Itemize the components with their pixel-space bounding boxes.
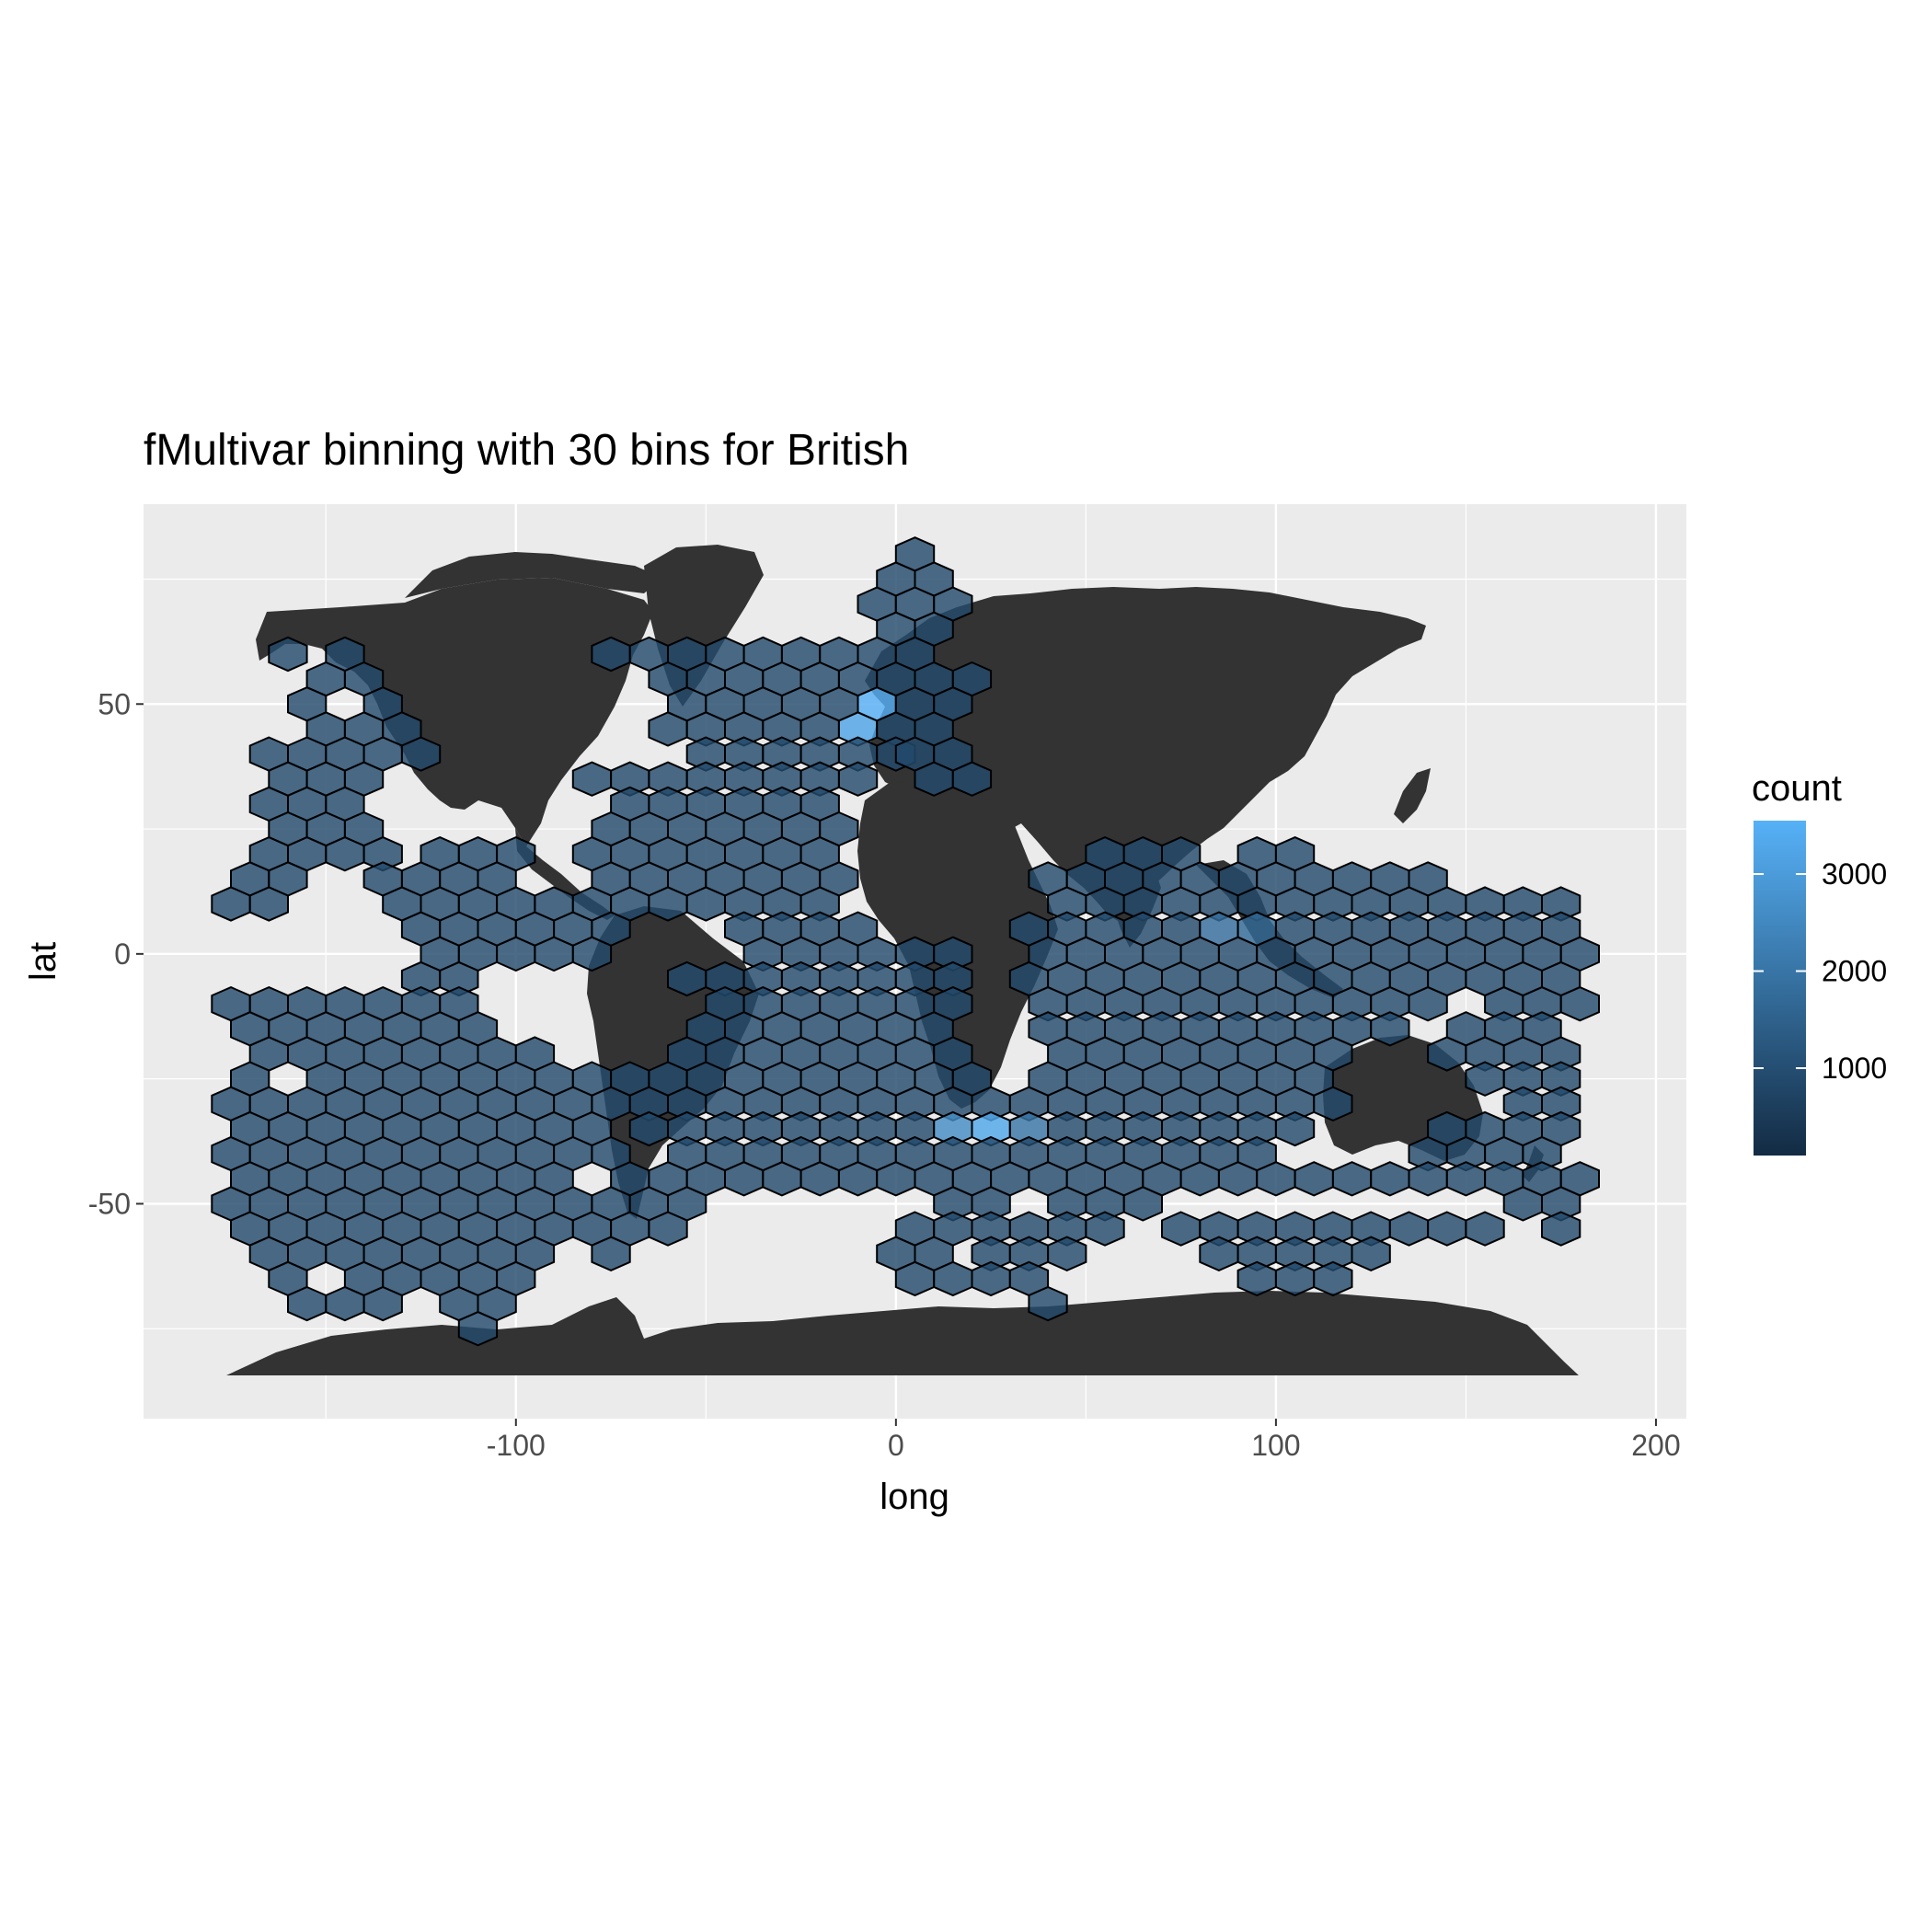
- hex-bin: [1559, 986, 1600, 1022]
- hex-bin: [1445, 1161, 1487, 1197]
- land-arctic-islands: [405, 552, 662, 598]
- hex-bin: [1179, 1161, 1220, 1197]
- hex-bin: [211, 886, 251, 922]
- hex-bin: [1502, 1186, 1543, 1222]
- hex-bin: [1047, 1236, 1087, 1271]
- hex-bin: [591, 636, 631, 673]
- hex-bin: [1388, 1211, 1430, 1247]
- legend-ticks: 1000 2000 3000: [1754, 857, 1887, 1085]
- hex-bin: [1408, 1161, 1448, 1197]
- hex-bin: [971, 1260, 1011, 1297]
- hex-bin: [1274, 1260, 1316, 1297]
- hex-bin: [1351, 1236, 1391, 1271]
- legend-colorbar: [1754, 821, 1806, 1156]
- hex-bin: [837, 761, 879, 797]
- x-tick-label: -100: [487, 1429, 546, 1462]
- hex-bin: [1313, 1260, 1353, 1297]
- hex-bin: [799, 1161, 840, 1197]
- hex-bin: [1256, 1161, 1296, 1197]
- hex-bin: [685, 886, 726, 922]
- legend-tick-label: 2000: [1822, 955, 1887, 988]
- hex-bin: [1465, 1061, 1505, 1097]
- color-legend: count 1000 2000 3000: [1752, 768, 1887, 1156]
- hex-bin: [1028, 1285, 1068, 1322]
- x-axis-title: long: [880, 1477, 949, 1517]
- hex-bin: [648, 1211, 688, 1247]
- hex-bin: [571, 761, 613, 797]
- hex-bin: [325, 836, 365, 872]
- hex-bin: [1427, 1211, 1467, 1247]
- y-tick-label: -50: [88, 1187, 131, 1220]
- x-tick-label: 0: [888, 1429, 904, 1462]
- hex-bin: [1313, 1086, 1353, 1121]
- hex-bin: [1465, 1211, 1505, 1247]
- land-europe-asia: [865, 587, 1426, 925]
- hex-bin: [1236, 1260, 1277, 1297]
- hex-bin: [1541, 1211, 1581, 1247]
- hex-bin: [1294, 1161, 1334, 1197]
- hex-bin: [1085, 1211, 1125, 1247]
- hex-bin: [628, 1110, 669, 1147]
- hex-bin: [591, 1236, 631, 1271]
- land-antarctica: [226, 1291, 1579, 1375]
- hex-bin: [1427, 1036, 1467, 1072]
- hex-bin: [648, 886, 688, 922]
- hex-bin: [724, 1161, 765, 1197]
- land-japan: [1394, 768, 1431, 823]
- hex-bin: [951, 761, 993, 797]
- x-tick-label: 200: [1631, 1429, 1680, 1462]
- hex-bin: [1161, 1211, 1202, 1247]
- y-tick-label: 50: [98, 687, 131, 720]
- hex-bin: [248, 886, 289, 922]
- y-tick-label: 0: [114, 937, 131, 971]
- hex-bin: [362, 1285, 403, 1322]
- hex-bin: [648, 711, 688, 747]
- x-tick-label: 100: [1251, 1429, 1300, 1462]
- hex-bin: [534, 936, 574, 972]
- hex-bin: [325, 1285, 365, 1322]
- y-axis-ticks: -50 0 50: [88, 687, 144, 1220]
- hex-bin: [876, 1161, 916, 1197]
- chart-title: fMultivar binning with 30 bins for Briti…: [144, 426, 909, 475]
- y-axis-title: lat: [23, 942, 63, 981]
- legend-title: count: [1752, 768, 1842, 809]
- hex-bin: [914, 761, 954, 797]
- x-axis-ticks: -100 0 100 200: [487, 1419, 1681, 1462]
- hex-bin: [400, 736, 442, 772]
- hex-bin: [933, 1260, 973, 1297]
- hex-bin: [837, 1161, 879, 1197]
- hex-bin: [571, 936, 613, 972]
- legend-tick-label: 3000: [1822, 857, 1887, 891]
- hex-bin: [1370, 1161, 1410, 1197]
- hex-bin: [1370, 1011, 1410, 1047]
- hex-bin: [1274, 1110, 1316, 1147]
- hex-bin: [457, 1311, 499, 1347]
- hex-bin: [1408, 986, 1448, 1022]
- hex-bin: [667, 960, 707, 997]
- hex-bin: [287, 1285, 328, 1322]
- hex-bin: [496, 936, 536, 972]
- hex-bin: [1199, 1236, 1239, 1271]
- hex-bin: [1217, 1161, 1259, 1197]
- hex-bin: [1122, 1186, 1163, 1222]
- hex-bin: [894, 1260, 936, 1297]
- hex-bin: [1331, 1161, 1373, 1197]
- legend-tick-label: 1000: [1822, 1052, 1887, 1085]
- hexbin-layer: [211, 536, 1600, 1347]
- hex-bin: [268, 636, 308, 673]
- hex-bin: [762, 1161, 802, 1197]
